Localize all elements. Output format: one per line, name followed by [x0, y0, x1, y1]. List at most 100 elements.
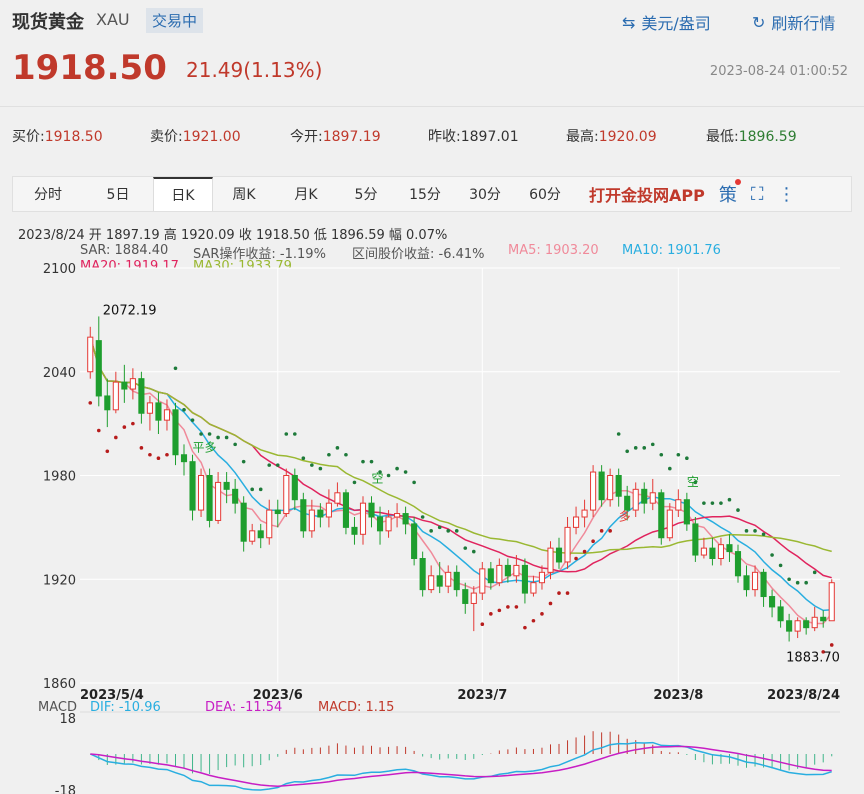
x-tick-label: 2023/8: [653, 688, 703, 703]
strategy-button[interactable]: 策: [719, 179, 741, 207]
sar-dot: [625, 449, 629, 454]
sar-dot: [471, 549, 476, 554]
sar-dot: [88, 401, 93, 405]
sar-dot: [352, 480, 357, 485]
dea-line: [90, 745, 832, 787]
status-badge: 交易中: [146, 8, 204, 33]
candle-body: [129, 378, 136, 390]
divider: [0, 106, 864, 107]
candle-body: [487, 568, 494, 584]
signal-label: 多: [619, 509, 631, 523]
candle-body: [445, 571, 452, 587]
sar-dot: [301, 456, 306, 461]
sar-dot: [403, 470, 408, 474]
tab-5min[interactable]: 5分: [354, 187, 378, 203]
ohlc-info: 2023/8/24 开 1897.19 高 1920.09 收 1918.50 …: [18, 228, 448, 243]
currency-button[interactable]: ⇆ 美元/盎司: [622, 10, 711, 34]
tab-5day[interactable]: 5日: [106, 187, 130, 203]
x-tick-label: 2023/5/4: [80, 688, 144, 703]
sar-value: SAR: 1884.40: [80, 243, 169, 258]
candle-body: [325, 502, 332, 518]
sar-dot: [335, 446, 340, 450]
stat-open: 今开:1897.19: [290, 129, 381, 145]
swap-icon: ⇆: [622, 12, 636, 32]
candle-body: [206, 475, 213, 521]
sar-dot: [165, 452, 169, 457]
quote-time: 2023-08-24 01:00:52: [709, 64, 848, 79]
notification-dot: [734, 179, 741, 185]
dea-value: DEA: -11.54: [205, 700, 283, 715]
sar-dot: [105, 449, 110, 454]
max-price-label: 2072.19: [103, 303, 157, 318]
dif-line: [89, 741, 832, 791]
y-tick-label: 1920: [43, 573, 76, 588]
sar-dot: [565, 591, 570, 595]
tab-daily[interactable]: 日K: [153, 177, 213, 211]
candle-body: [232, 488, 239, 504]
current-price: 1918.50: [12, 48, 167, 88]
candle-body: [743, 575, 750, 591]
candle-body: [198, 475, 205, 511]
sar-dot: [650, 442, 655, 447]
sar-dot: [557, 591, 561, 595]
sar-dot: [395, 466, 399, 471]
y-tick-label: 2100: [43, 262, 76, 277]
candle-body: [155, 402, 162, 421]
candle-body: [87, 336, 94, 373]
sar-dot: [173, 366, 178, 371]
tab-weekly[interactable]: 周K: [232, 187, 256, 203]
candle-body: [189, 461, 196, 511]
open-app-link[interactable]: 打开金投网APP: [589, 186, 705, 205]
candle-body: [291, 475, 298, 501]
candle-body: [470, 592, 477, 604]
y-tick-label: 2040: [43, 366, 76, 381]
sar-dot: [812, 570, 817, 575]
sar-dot: [702, 501, 706, 505]
candle-body: [675, 499, 682, 511]
candle-body: [402, 513, 409, 525]
price-change: 21.49(1.13%): [186, 58, 323, 82]
tab-30min[interactable]: 30分: [469, 187, 501, 203]
candle-body: [249, 530, 256, 542]
candle-body: [649, 492, 656, 504]
macd-value: MACD: 1.15: [318, 700, 395, 715]
candle-body: [504, 564, 511, 577]
candle-body: [573, 516, 580, 528]
candle-body: [734, 551, 742, 577]
tab-intraday[interactable]: 分时: [34, 187, 62, 203]
candle-body: [632, 488, 639, 511]
sar-dot: [199, 432, 203, 436]
sar-dot: [250, 487, 254, 492]
tab-15min[interactable]: 15分: [409, 187, 441, 203]
candle-body: [598, 471, 605, 501]
candle-body: [803, 620, 810, 629]
candle-body: [513, 564, 520, 577]
sar-dot: [753, 529, 757, 533]
sar-dot: [258, 487, 263, 492]
fullscreen-icon[interactable]: ⛶: [750, 183, 764, 205]
sar-dot: [514, 605, 519, 609]
candle-body: [359, 502, 367, 535]
tab-monthly[interactable]: 月K: [294, 187, 318, 203]
more-icon[interactable]: ⋮: [777, 183, 796, 205]
candle-body: [95, 340, 102, 397]
sar-dot: [310, 463, 314, 467]
ma30-line: [89, 336, 832, 555]
sar-dot: [131, 421, 135, 426]
candle-body: [521, 564, 528, 594]
sar-dot: [148, 452, 152, 457]
sar-dot: [829, 643, 834, 647]
candle-body: [479, 568, 486, 594]
sar-dot: [318, 466, 323, 471]
candle-body: [658, 492, 665, 539]
refresh-button[interactable]: ↻ 刷新行情: [752, 10, 835, 34]
instrument-name: 现货黄金: [12, 12, 84, 33]
candlestick-chart[interactable]: 2100 2040 1980 1920 1860 2023/5/4 2023/6 2023/7…: [0, 262, 864, 794]
candle-body: [777, 606, 784, 622]
stat-sell: 卖价:1921.00: [150, 129, 241, 145]
sar-dot: [787, 577, 791, 582]
candle-body: [368, 502, 375, 518]
tab-60min[interactable]: 60分: [529, 187, 561, 203]
min-price-label: 1883.70: [786, 651, 840, 666]
